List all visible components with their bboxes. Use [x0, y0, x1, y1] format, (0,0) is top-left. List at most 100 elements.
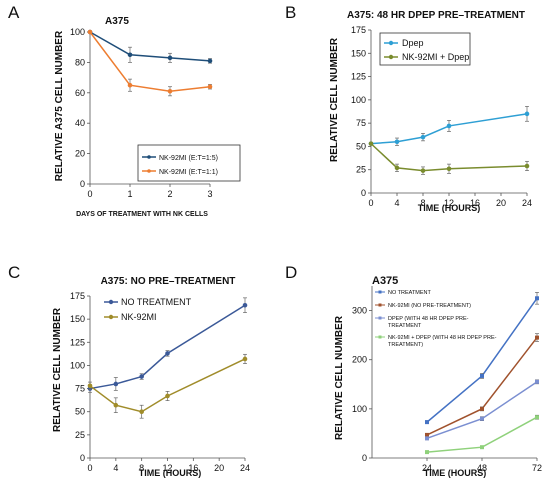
chart-title: A375	[372, 275, 398, 287]
legend-label-2: NK-92MI + Dpep	[402, 52, 469, 62]
x-axis-label: TIME (HOURS)	[139, 468, 202, 478]
data-point	[368, 141, 374, 146]
y-tick-label: 200	[352, 355, 367, 365]
y-tick-label: 0	[80, 453, 85, 463]
x-axis-label: TIME (HOURS)	[424, 468, 487, 478]
chart-panel-d: A375 RELATIVE CELL NUMBER TIME (HOURS) 0…	[334, 275, 542, 478]
data-point	[425, 432, 429, 437]
x-tick-label: 48	[477, 463, 487, 473]
x-tick-label: 0	[87, 463, 92, 473]
y-tick-label: 100	[352, 404, 367, 414]
data-point	[139, 409, 144, 415]
chart-panel-b: A375: 48 HR DPEP PRE–TREATMENT RELATIVE …	[329, 10, 532, 213]
y-tick-label: 25	[75, 430, 85, 440]
y-axis-label: RELATIVE A375 CELL NUMBER	[54, 30, 65, 181]
y-tick-label: 100	[70, 360, 85, 370]
chart-panel-a: A375 RELATIVE A375 CELL NUMBER DAYS OF T…	[54, 16, 241, 218]
data-point	[425, 420, 429, 425]
x-tick-label: 0	[368, 198, 373, 208]
x-tick-label: 12	[444, 198, 454, 208]
data-point	[165, 393, 170, 399]
series-line-2	[89, 358, 246, 413]
legend: NO TREATMENT NK-92MI	[104, 297, 192, 322]
series-line-1	[89, 304, 246, 390]
legend-marker-1	[147, 155, 151, 159]
y-tick-label: 300	[352, 306, 367, 316]
x-tick-label: 4	[394, 198, 399, 208]
legend-box	[379, 32, 471, 66]
y-tick-label: 75	[356, 118, 366, 128]
y-tick-label: 20	[75, 149, 85, 159]
y-axis-label: RELATIVE CELL NUMBER	[329, 37, 340, 162]
y-tick-label: 75	[75, 384, 85, 394]
legend-marker-2	[147, 169, 151, 173]
legend-marker-1	[388, 40, 394, 46]
x-axis-label: TIME (HOURS)	[418, 203, 481, 213]
x-tick-label: 20	[214, 463, 224, 473]
legend: Dpep NK-92MI + Dpep	[379, 32, 471, 66]
legend-marker-3	[378, 316, 382, 320]
x-axis-label: DAYS OF TREATMENT WITH NK CELLS	[76, 211, 208, 218]
data-point	[535, 296, 539, 301]
y-tick-label: 50	[356, 141, 366, 151]
data-point	[425, 450, 429, 455]
data-point	[165, 351, 170, 356]
y-tick-label: 125	[351, 72, 366, 82]
data-point	[480, 373, 484, 378]
legend-label-4-line-2: TREATMENT)	[388, 342, 423, 348]
y-tick-label: 25	[356, 165, 366, 175]
legend-label-4-line-1: NK-92MI + DPEP (WITH 48 HR DPEP PRE-	[388, 335, 497, 341]
data-point	[242, 302, 248, 308]
legend-label-3: DPEP (WITH 48 HR DPEP PRE- TREATMENT	[388, 316, 470, 329]
data-point	[113, 402, 119, 408]
panel-letter-b: B	[285, 3, 296, 22]
legend-marker-2	[108, 314, 114, 320]
y-tick-label: 150	[351, 48, 366, 58]
y-tick-label: 0	[80, 179, 85, 189]
data-point	[524, 163, 530, 169]
y-tick-label: 0	[362, 453, 367, 463]
plot-area: 0 100 200 300 24 48 72	[352, 286, 542, 473]
legend-label-3-line-1: DPEP (WITH 48 HR DPEP PRE-	[388, 316, 469, 322]
legend-label-1: NO TREATMENT	[388, 290, 432, 296]
data-point	[127, 82, 133, 88]
legend-label-2: NK-92MI (E:T=1:1)	[159, 169, 218, 176]
y-tick-label: 80	[75, 57, 85, 67]
panel-letter-a: A	[8, 3, 20, 22]
data-point	[394, 165, 400, 171]
chart-title: A375: 48 HR DPEP PRE–TREATMENT	[347, 10, 525, 21]
data-point	[127, 52, 133, 58]
legend-label-1: Dpep	[402, 38, 424, 48]
legend: NK-92MI (E:T=1:5) NK-92MI (E:T=1:1)	[137, 144, 241, 182]
data-point	[446, 123, 452, 129]
legend-label-1: NO TREATMENT	[121, 297, 192, 307]
x-tick-label: 72	[532, 463, 542, 473]
data-point	[242, 356, 248, 362]
x-tick-label: 12	[162, 463, 172, 473]
x-tick-label: 2	[167, 189, 172, 199]
y-tick-label: 175	[351, 25, 366, 35]
data-point	[420, 134, 426, 140]
x-tick-label: 20	[496, 198, 506, 208]
data-point	[420, 168, 426, 173]
data-point	[535, 335, 539, 340]
x-tick-label: 8	[139, 463, 144, 473]
legend-label-1: NK-92MI (E:T=1:5)	[159, 155, 218, 162]
panel-letter-c: C	[8, 263, 20, 282]
chart-title: A375: NO PRE–TREATMENT	[101, 276, 236, 287]
plot-area: 0 25 50 75 100 125 150 175 0 4 8 12 16 20 24	[351, 25, 532, 208]
x-tick-label: 1	[127, 189, 132, 199]
legend-marker-1	[108, 299, 114, 305]
y-tick-label: 60	[75, 88, 85, 98]
x-tick-label: 24	[240, 463, 250, 473]
y-axis-label: RELATIVE CELL NUMBER	[52, 307, 63, 432]
legend-label-2: NK-92MI	[121, 312, 157, 322]
y-tick-label: 125	[70, 337, 85, 347]
y-axis-label: RELATIVE CELL NUMBER	[334, 315, 345, 440]
legend-label-4: NK-92MI + DPEP (WITH 48 HR DPEP PRE- TRE…	[388, 335, 498, 348]
legend-marker-2	[388, 54, 394, 60]
x-tick-label: 0	[87, 189, 92, 199]
panel-letter-d: D	[285, 263, 297, 282]
x-tick-label: 3	[207, 189, 212, 199]
legend-label-3-line-2: TREATMENT	[388, 323, 422, 329]
